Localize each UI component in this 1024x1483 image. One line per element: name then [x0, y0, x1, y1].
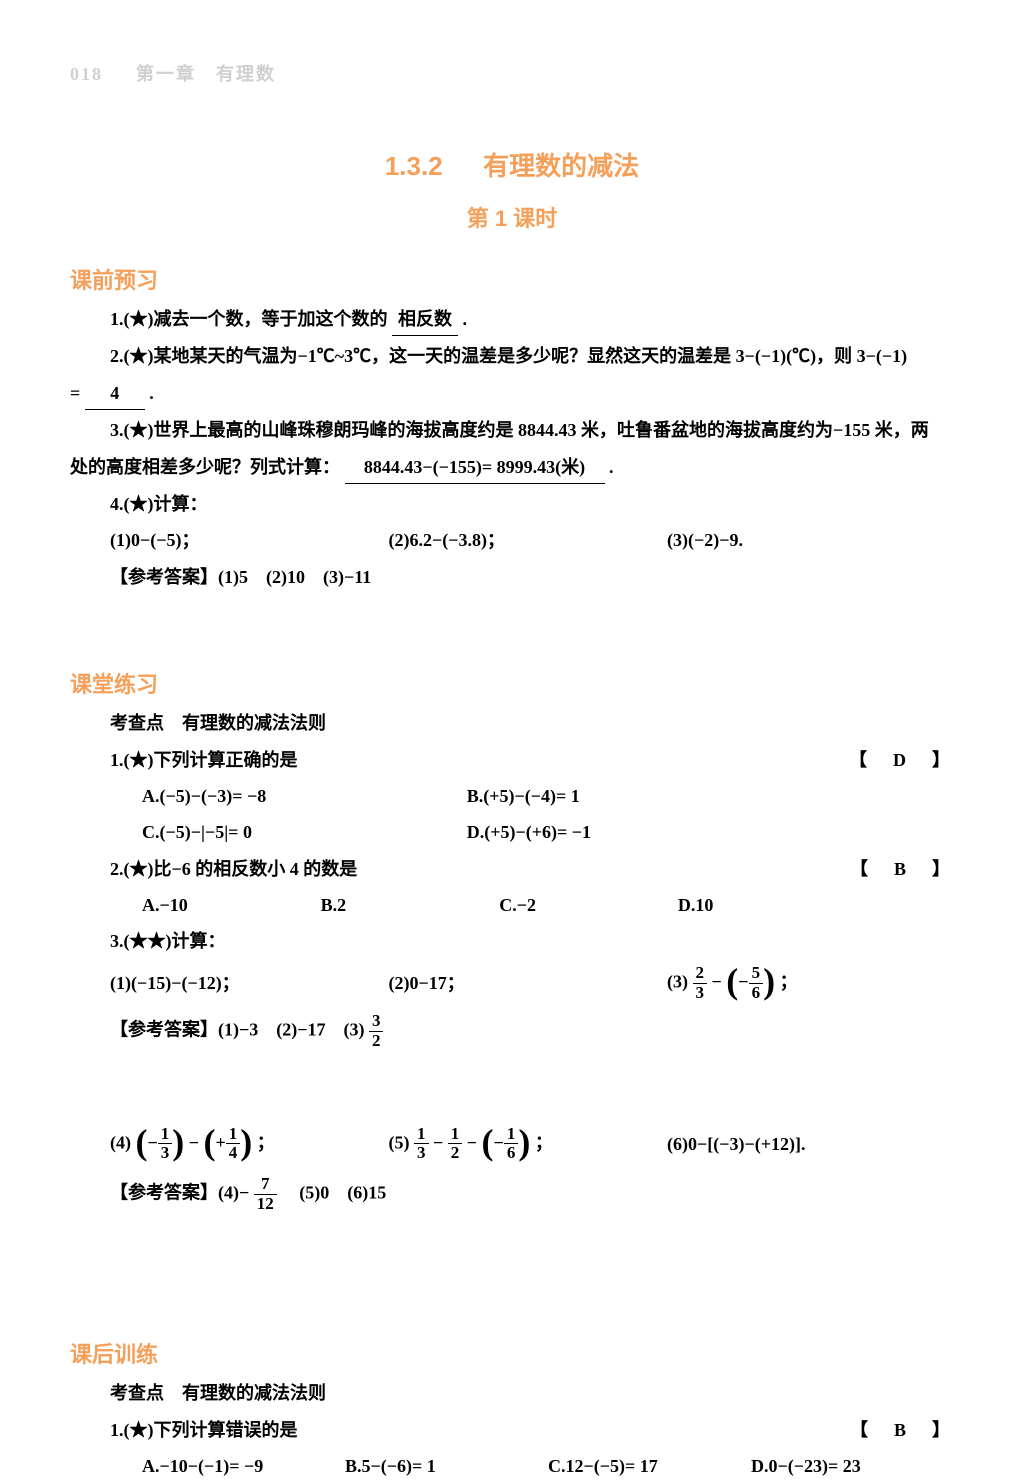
exam-point: 考查点 有理数的减法法则 — [110, 707, 954, 739]
section-number: 1.3.2 — [385, 151, 443, 181]
c-q2-d: D.10 — [678, 889, 857, 921]
q2-line1: 2.(★)某地某天的气温为−1℃~3℃，这一天的温差是多少呢？显然这天的温差是 … — [110, 346, 907, 366]
classroom-content: 考查点 有理数的减法法则 1.(★)下列计算正确的是 【 D 】 A.(−5)−… — [70, 707, 954, 1213]
c-q2-stem: 2.(★)比−6 的相反数小 4 的数是 — [110, 859, 357, 879]
section-text: 有理数的减法 — [483, 151, 639, 181]
section-subtitle: 第 1 课时 — [70, 201, 954, 233]
page-header: 018 第一章 有理数 — [70, 60, 954, 86]
c-q2-a: A.−10 — [142, 889, 321, 921]
c-q2-answer: 【 B 】 — [850, 853, 954, 885]
c-q1-stem: 1.(★)下列计算正确的是 — [110, 750, 298, 770]
section-title: 1.3.2 有理数的减法 — [70, 146, 954, 183]
q2-equals: = — [70, 383, 80, 403]
c-q2-c: C.−2 — [499, 889, 678, 921]
a-q1-c: C.12−(−5)= 17 — [548, 1450, 751, 1482]
q2-answer: 4 — [85, 377, 145, 410]
c-q1-a: A.(−5)−(−3)= −8 — [142, 780, 467, 812]
c-q3-ans1: 【参考答案】(1)−3 (2)−17 (3) 32 — [110, 1012, 954, 1050]
q1-tail: . — [463, 309, 468, 329]
q3-tail: . — [609, 457, 614, 477]
a-q1-a: A.−10−(−1)= −9 — [142, 1450, 345, 1482]
after-content: 考查点 有理数的减法法则 1.(★)下列计算错误的是 【 B 】 A.−10−(… — [70, 1377, 954, 1482]
c-q3-p1: (1)(−15)−(−12)； — [110, 967, 389, 999]
c-q3-p3: (3) 23 − (−56) ； — [667, 964, 946, 1002]
a-q1-d: D.0−(−23)= 23 — [751, 1450, 954, 1482]
chapter-name: 第一章 有理数 — [136, 64, 276, 84]
c-q3-p2: (2)0−17； — [389, 967, 668, 999]
c-q3-p4: (4) (−13) − (+14) ； — [110, 1125, 389, 1163]
q4-part3: (3)(−2)−9. — [667, 524, 946, 556]
q4-part1: (1)0−(−5)； — [110, 524, 389, 556]
c-q1-b: B.(+5)−(−4)= 1 — [467, 780, 792, 812]
c-q1-d: D.(+5)−(+6)= −1 — [467, 816, 792, 848]
a-q1-stem: 1.(★)下列计算错误的是 — [110, 1420, 298, 1440]
after-heading: 课后训练 — [70, 1337, 954, 1369]
q3-answer: 8844.43−(−155)= 8999.43(米) — [345, 451, 605, 484]
c-q3-p5: (5) 13 − 12 − (−16) ； — [389, 1125, 668, 1163]
q1-label: 1.(★)减去一个数，等于加这个数的 — [110, 309, 388, 329]
c-q1-c: C.(−5)−|−5|= 0 — [142, 816, 467, 848]
page-number: 018 — [70, 64, 103, 84]
c-q3-p6: (6)0−[(−3)−(+12)]. — [667, 1128, 946, 1160]
a-q1-answer: 【 B 】 — [850, 1414, 954, 1446]
c-q2-b: B.2 — [321, 889, 500, 921]
c-q3-stem: 3.(★★)计算： — [110, 925, 954, 957]
preview-content: 1.(★)减去一个数，等于加这个数的 相反数 . 2.(★)某地某天的气温为−1… — [70, 303, 954, 593]
q2-tail: . — [149, 383, 154, 403]
c-q1-answer: 【 D 】 — [849, 744, 954, 776]
preview-heading: 课前预习 — [70, 263, 954, 295]
after-point: 考查点 有理数的减法法则 — [110, 1377, 954, 1409]
q4-part2: (2)6.2−(−3.8)； — [389, 524, 668, 556]
q4-answer: 【参考答案】(1)5 (2)10 (3)−11 — [70, 561, 954, 593]
c-q3-ans2: 【参考答案】(4)− 712 (5)0 (6)15 — [110, 1175, 954, 1213]
classroom-heading: 课堂练习 — [70, 667, 954, 699]
q1-answer: 相反数 — [392, 303, 458, 336]
q3-line1: 3.(★)世界上最高的山峰珠穆朗玛峰的海拔高度约是 8844.43 米，吐鲁番盆… — [110, 420, 929, 440]
a-q1-b: B.5−(−6)= 1 — [345, 1450, 548, 1482]
q4-label: 4.(★)计算： — [70, 488, 954, 520]
q3-line2a: 处的高度相差多少呢？列式计算： — [70, 457, 340, 477]
